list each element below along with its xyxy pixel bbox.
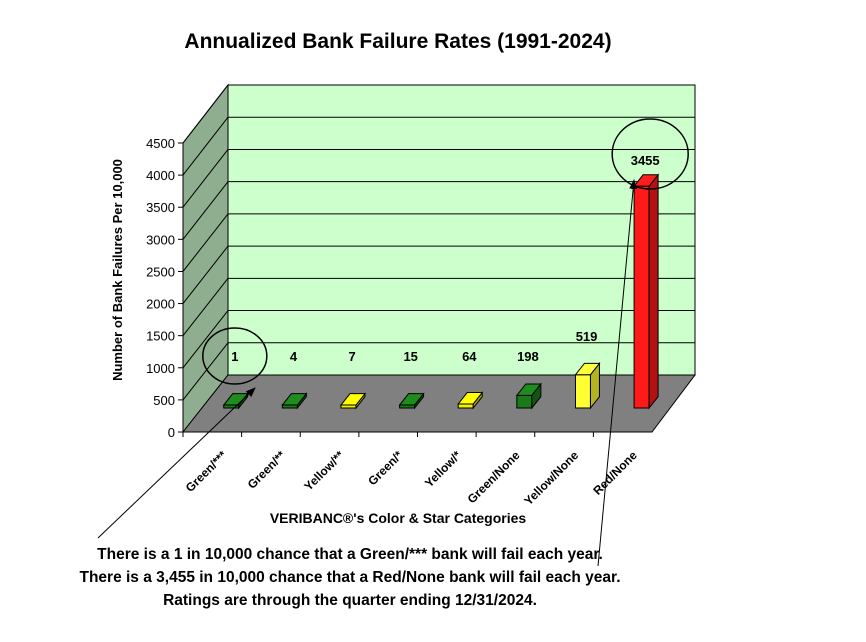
bar-front	[633, 185, 650, 409]
gridline-side	[182, 278, 229, 336]
gridline-side	[182, 342, 229, 401]
bar-front	[574, 374, 591, 409]
bar-front	[457, 403, 474, 409]
bar-top	[633, 174, 660, 187]
y-tick-label: 3000	[146, 232, 175, 247]
category-label: Yellow/*	[422, 448, 464, 490]
data-label: 7	[348, 349, 355, 364]
bar-top	[339, 393, 366, 406]
y-tick-label: 2500	[146, 264, 175, 279]
bar-top	[281, 393, 308, 406]
caption-green-chance: There is a 1 in 10,000 chance that a Gre…	[97, 546, 603, 563]
gridline-side	[182, 245, 229, 304]
chart-title: Annualized Bank Failure Rates (1991-2024…	[184, 30, 611, 53]
gridline-side	[182, 310, 229, 369]
x-axis-label: VERIBANC®'s Color & Star Categories	[270, 510, 527, 526]
data-label: 64	[462, 349, 477, 364]
data-label: 1	[231, 349, 238, 364]
gridline-side	[182, 149, 229, 208]
bar-front	[516, 394, 533, 409]
side-wall	[182, 83, 229, 434]
bar-top	[574, 362, 601, 376]
bar	[281, 392, 308, 410]
category-label: Red/None	[590, 448, 640, 498]
data-label: 3455	[631, 153, 660, 168]
data-label: 519	[576, 329, 598, 344]
y-tick-label: 4500	[146, 136, 175, 151]
bar	[515, 382, 542, 410]
category-label: Yellow/None	[521, 448, 581, 508]
caption-ratings-date: Ratings are through the quarter ending 1…	[163, 592, 537, 609]
bar	[339, 392, 366, 410]
category-label: Yellow/**	[301, 448, 347, 494]
category-label: Green/*	[365, 448, 405, 488]
floor	[181, 374, 697, 433]
category-label: Green/None	[465, 448, 523, 506]
category-label: Green/***	[183, 448, 230, 495]
y-tick-label: 3500	[146, 200, 175, 215]
y-tick-label: 4000	[146, 168, 175, 183]
bar-top	[398, 393, 425, 406]
y-tick-label: 0	[168, 425, 175, 440]
y-tick-label: 2000	[146, 297, 175, 312]
bar-side	[648, 173, 659, 410]
highlight-circle-red	[611, 118, 689, 190]
data-label: 198	[517, 349, 539, 364]
bar	[633, 173, 660, 410]
y-tick-label: 1000	[146, 361, 175, 376]
bar-top	[457, 392, 484, 405]
category-label: Green/**	[245, 448, 289, 492]
y-axis-label: Number of Bank Failures Per 10,000	[110, 159, 125, 381]
data-label: 15	[403, 349, 417, 364]
y-tick-label: 500	[153, 393, 175, 408]
bar	[398, 392, 425, 410]
arrow-to-green	[97, 387, 256, 539]
plot-area: 0 500 1000 1500 2000 2500 3000 3500 4000 4500 1 Gre…	[97, 83, 697, 567]
gridline-side	[182, 116, 229, 176]
bar-top	[515, 383, 542, 396]
y-tick-label: 1500	[146, 329, 175, 344]
bar	[574, 361, 601, 410]
highlight-circle-green	[202, 327, 268, 385]
arrow-to-red	[597, 179, 638, 567]
gridline-side	[182, 84, 229, 144]
caption-red-chance: There is a 3,455 in 10,000 chance that a…	[79, 569, 621, 586]
data-label: 4	[290, 349, 298, 364]
gridline-side	[182, 213, 229, 272]
bar	[457, 391, 484, 410]
gridline-side	[182, 181, 229, 240]
y-axis-ticks: 0 500 1000 1500 2000 2500 3000 3500 4000 4500	[146, 136, 183, 440]
